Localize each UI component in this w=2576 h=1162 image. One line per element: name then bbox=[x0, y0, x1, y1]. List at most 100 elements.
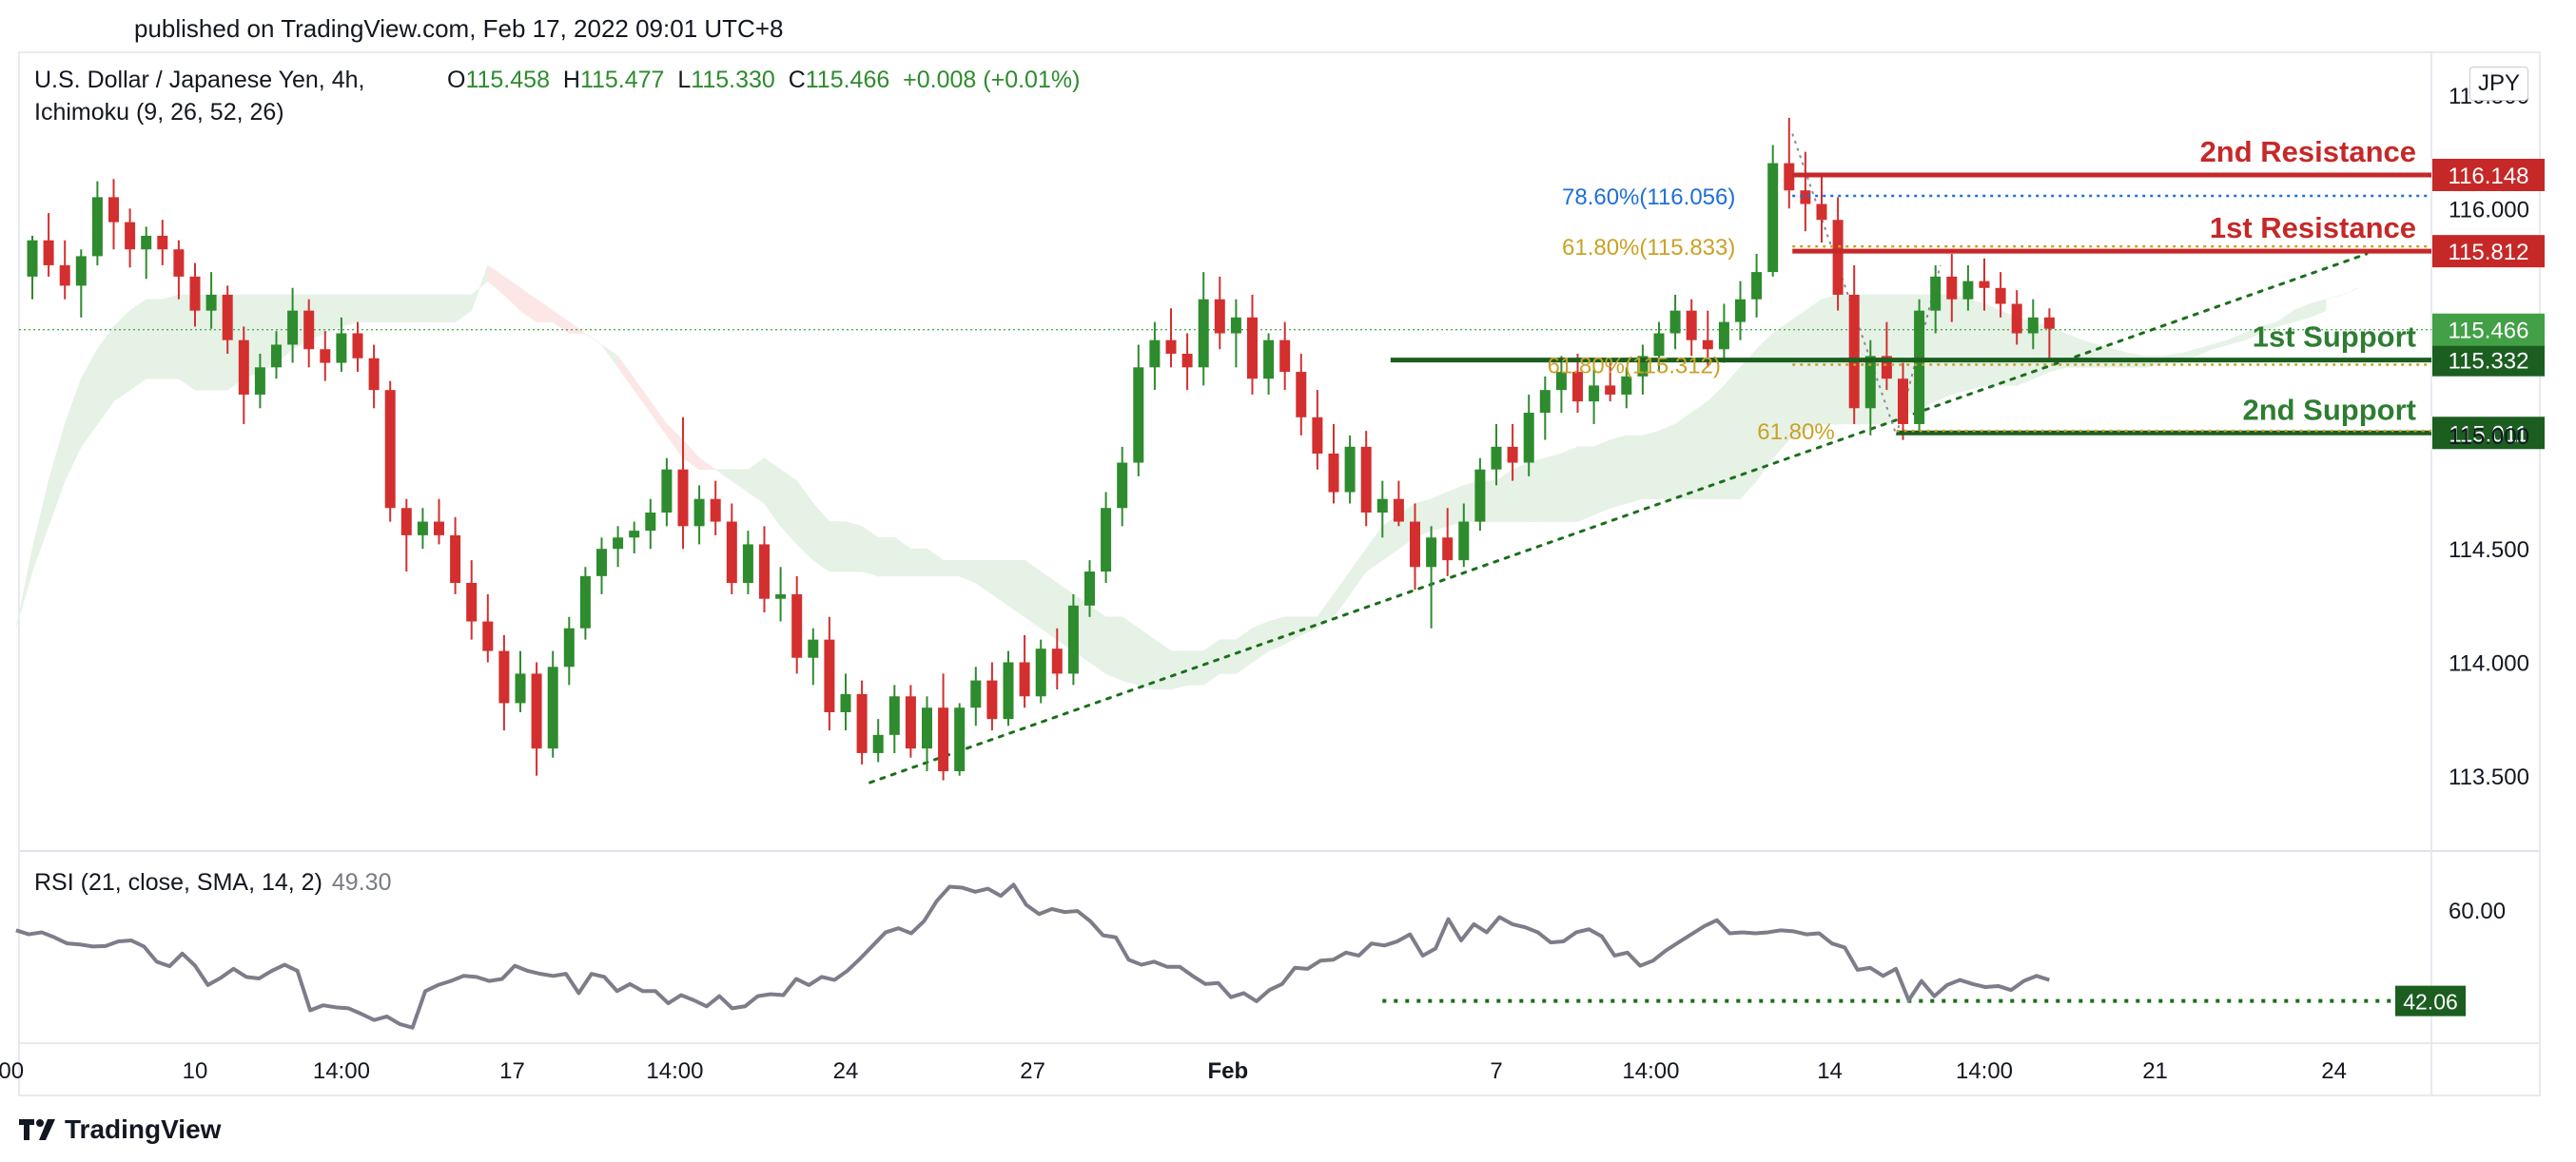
cloud-segment bbox=[1252, 621, 1269, 664]
rsi-panel: 60.00 42.06 bbox=[15, 882, 2506, 1030]
cloud-segment bbox=[439, 294, 456, 322]
candle-body bbox=[629, 531, 640, 538]
cloud-segment bbox=[2195, 344, 2213, 357]
cloud-segment bbox=[1365, 525, 1383, 572]
candle-body bbox=[596, 549, 607, 576]
resistance-price-tag bbox=[2432, 158, 2545, 191]
time-tick-label: 7 bbox=[1490, 1058, 1502, 1084]
cloud-segment bbox=[536, 299, 554, 322]
candle-body bbox=[1474, 469, 1486, 522]
candle-body bbox=[1426, 537, 1437, 568]
time-tick-label: 14 bbox=[1817, 1058, 1843, 1084]
rsi-indicator-label[interactable]: RSI (21, close, SMA, 14, 2) 49.30 bbox=[34, 869, 391, 897]
cloud-segment bbox=[682, 438, 700, 471]
candles bbox=[27, 117, 2055, 781]
support-resistance-levels[interactable]: 116.148 2nd Resistance 115.812 1st Resistan… bbox=[1390, 135, 2545, 450]
cloud-segment bbox=[812, 502, 830, 572]
candle-body bbox=[1165, 339, 1177, 355]
cloud-segment bbox=[877, 536, 895, 577]
candle-body bbox=[970, 680, 982, 708]
time-tick-label: Feb bbox=[1208, 1058, 1249, 1084]
cloud-segment bbox=[1431, 492, 1448, 532]
candle-body bbox=[1035, 649, 1046, 697]
symbol-title[interactable]: U.S. Dollar / Japanese Yen, 4h, bbox=[34, 67, 365, 93]
cloud-segment bbox=[893, 536, 911, 577]
close-value: 115.466 bbox=[805, 67, 890, 93]
cloud-segment bbox=[780, 469, 798, 546]
cloud-segment bbox=[373, 294, 391, 322]
cloud-segment bbox=[959, 559, 977, 584]
candle-body bbox=[1767, 163, 1779, 273]
candle-body bbox=[1653, 333, 1665, 357]
candle-body bbox=[1718, 321, 1729, 350]
candle-body bbox=[1962, 281, 1974, 300]
candle-body bbox=[1848, 294, 1860, 409]
candle-body bbox=[1263, 339, 1275, 379]
candle-body bbox=[287, 310, 299, 345]
cloud-segment bbox=[568, 321, 587, 334]
candle-body bbox=[1491, 446, 1502, 470]
cloud-segment bbox=[1089, 605, 1106, 675]
candle-body bbox=[125, 222, 136, 250]
candle-body bbox=[1751, 272, 1763, 300]
cloud-segment bbox=[1122, 616, 1140, 686]
candle-body bbox=[1051, 649, 1063, 674]
cloud-segment bbox=[927, 548, 944, 577]
cloud-segment bbox=[422, 294, 439, 322]
candle-body bbox=[693, 498, 705, 527]
cloud-segment bbox=[487, 264, 505, 296]
cloud-segment bbox=[324, 294, 342, 334]
candle-body bbox=[922, 707, 932, 749]
cloud-segment bbox=[357, 294, 375, 322]
candle-body bbox=[1572, 372, 1583, 402]
price-tag-label: 115.812 bbox=[2449, 240, 2529, 265]
cloud-segment bbox=[1154, 639, 1172, 690]
candle-body bbox=[352, 333, 363, 358]
cloud-segment bbox=[1202, 639, 1220, 686]
currency-badge[interactable]: JPY bbox=[2469, 67, 2529, 101]
low-label: L bbox=[677, 67, 692, 93]
support-price-tag bbox=[2432, 343, 2545, 377]
cloud-segment bbox=[1561, 446, 1578, 522]
cloud-segment bbox=[1593, 439, 1610, 515]
ichimoku-cloud bbox=[15, 264, 2359, 690]
candle-body bbox=[856, 693, 868, 753]
candle-body bbox=[1003, 662, 1014, 720]
low-value: 115.330 bbox=[691, 67, 775, 93]
rsi-tick-label: 60.00 bbox=[2449, 899, 2506, 924]
candle-body bbox=[808, 639, 819, 658]
cloud-segment bbox=[698, 457, 717, 470]
cloud-segment bbox=[1674, 412, 1692, 500]
footer-brand[interactable]: TradingView bbox=[19, 1114, 221, 1145]
cloud-segment bbox=[845, 521, 863, 572]
brand-name: TradingView bbox=[65, 1114, 222, 1144]
candle-body bbox=[254, 367, 265, 395]
candle-body bbox=[1101, 508, 1112, 572]
support-label: 2nd Support bbox=[2242, 393, 2416, 426]
candle-body bbox=[271, 344, 282, 368]
candle-body bbox=[1555, 372, 1567, 391]
candle-body bbox=[2027, 317, 2039, 334]
candle-body bbox=[531, 673, 542, 749]
candle-body bbox=[726, 521, 737, 583]
ichimoku-indicator-label[interactable]: Ichimoku (9, 26, 52, 26) bbox=[34, 99, 284, 126]
cloud-segment bbox=[731, 469, 749, 494]
cloud-segment bbox=[1007, 559, 1025, 618]
last-price-tag bbox=[2432, 313, 2545, 346]
cloud-segment bbox=[1610, 435, 1628, 509]
cloud-segment bbox=[1333, 571, 1351, 618]
fibonacci-levels[interactable]: 78.60%(116.056) 61.80%(115.833) 61.80%(115… bbox=[1548, 184, 2431, 445]
cloud-segment bbox=[764, 457, 781, 528]
candle-body bbox=[400, 508, 412, 535]
cloud-segment bbox=[1756, 332, 1773, 482]
candle-body bbox=[742, 544, 753, 583]
candle-body bbox=[1507, 446, 1518, 463]
open-label: O bbox=[447, 67, 466, 93]
candle-body bbox=[434, 521, 444, 535]
candle-body bbox=[613, 537, 624, 550]
price-tag-label: 115.011 bbox=[2449, 421, 2527, 447]
candle-body bbox=[938, 707, 949, 772]
candle-body bbox=[840, 693, 851, 712]
candle-body bbox=[1067, 605, 1079, 674]
